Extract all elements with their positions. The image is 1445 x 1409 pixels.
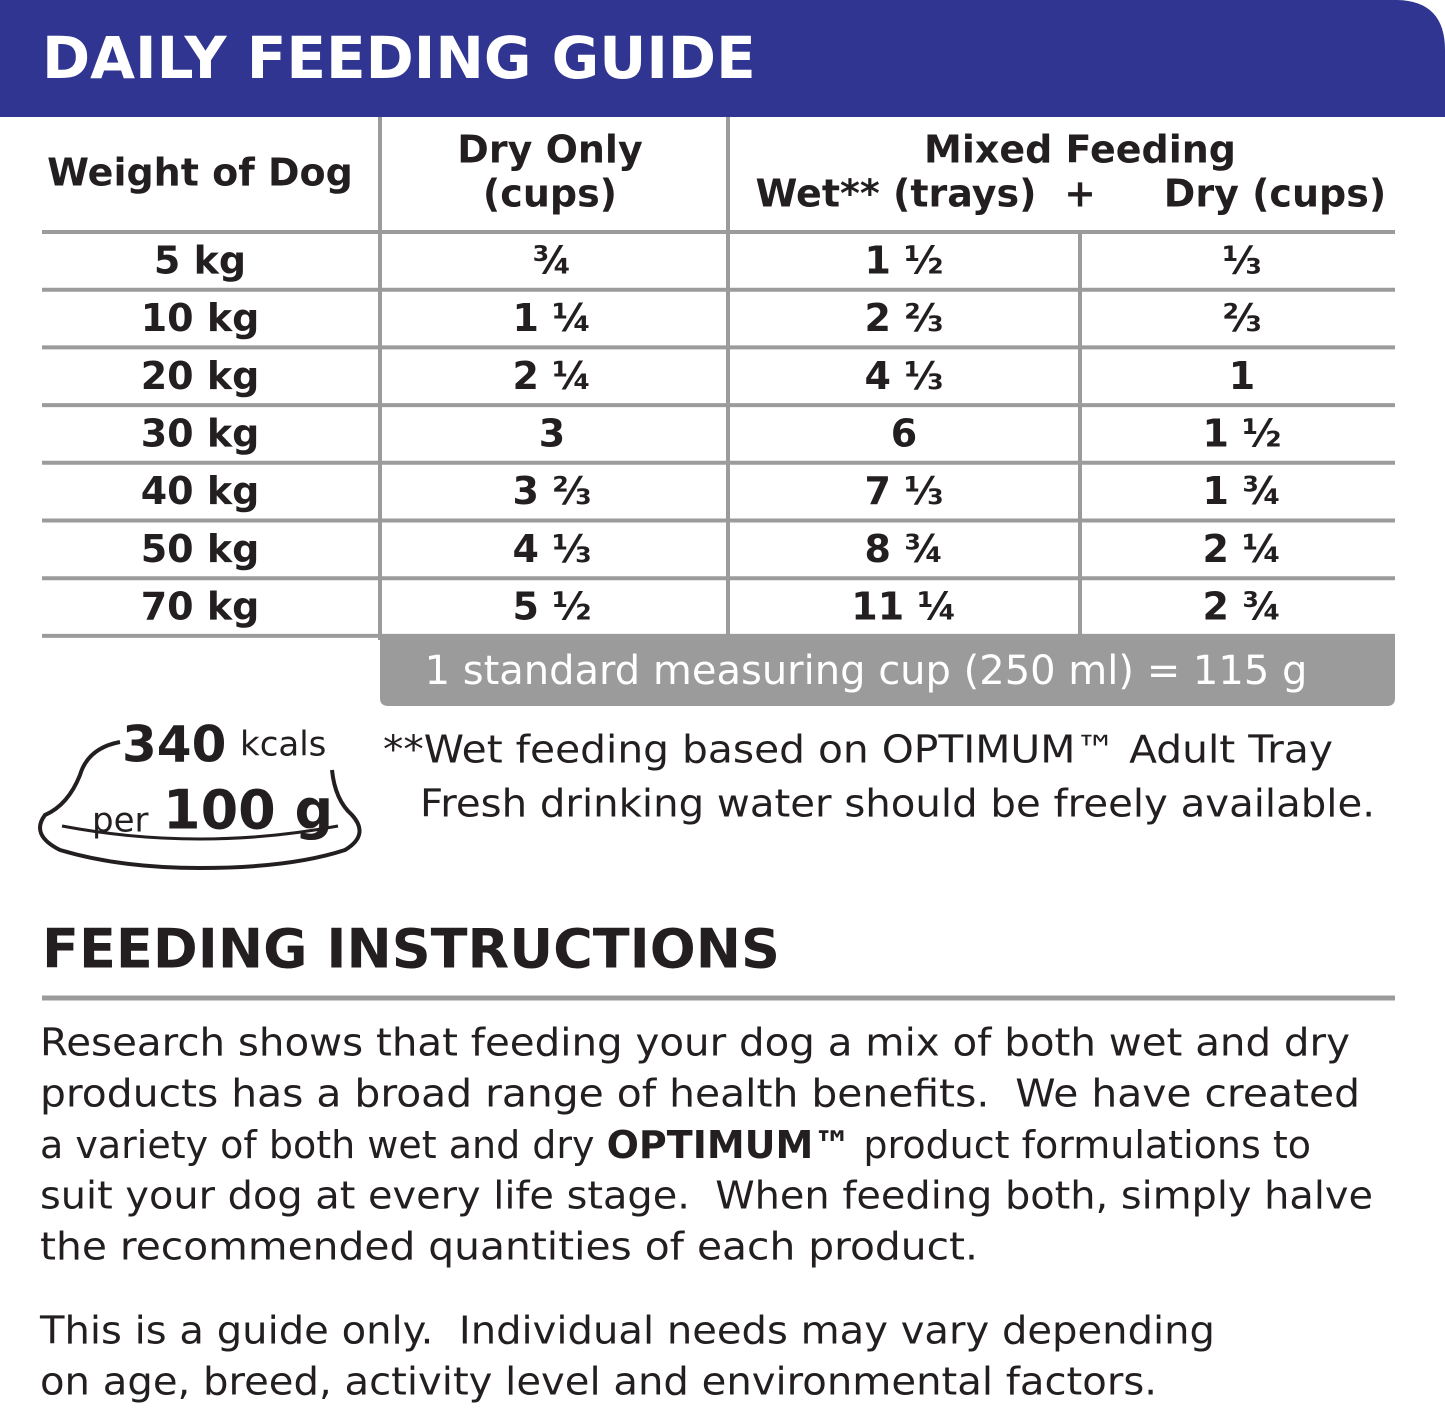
energy-badge: 340 kcals per 100 g [38, 716, 362, 871]
cup-note-box [380, 636, 1395, 706]
weight-cell: 70 kg [141, 585, 260, 629]
header-mixed: Mixed Feeding [924, 128, 1236, 172]
amount-cell: 8 ¾ [864, 527, 943, 571]
cup-note: 1 standard measuring cup (250 ml) = 115 … [425, 648, 1308, 694]
amount-cell: 5 ½ [512, 585, 591, 629]
amount-cell: 1 ½ [1202, 411, 1281, 455]
amount-cell: 1 ½ [864, 238, 943, 282]
energy-value: 340 [122, 716, 226, 774]
brand: OPTIMUM™ [607, 1123, 852, 1167]
bowl-rim [61, 824, 339, 841]
amount-cell: 7 ⅓ [864, 469, 943, 513]
amount-cell: 2 ¼ [1202, 527, 1281, 571]
energy-amount: 100 g [163, 779, 333, 842]
amount-cell: 6 [891, 411, 917, 455]
header-dry-only: Dry Only [457, 128, 643, 172]
bowl-outline [38, 740, 362, 871]
amount-cell: 2 ¼ [512, 354, 591, 398]
paragraph-line: This is a guide only. Individual needs m… [39, 1309, 1215, 1353]
amount-cell: ⅔ [1222, 296, 1261, 340]
amount-cell: 2 ⅔ [864, 296, 943, 340]
banner-title: DAILY FEEDING GUIDE [42, 24, 756, 92]
feeding-table: Weight of Dog Dry Only (cups) Mixed Feed… [42, 117, 1395, 640]
amount-cell: 11 ¼ [851, 585, 956, 629]
text-run: product formulations to [851, 1123, 1311, 1167]
amount-cell: 3 [539, 411, 565, 455]
weight-cell: 30 kg [141, 411, 260, 455]
weight-cell: 20 kg [141, 354, 260, 398]
paragraph-line: the recommended quantities of each produ… [40, 1225, 978, 1269]
weight-cell: 10 kg [141, 296, 260, 340]
amount-cell: ⅓ [1222, 238, 1261, 282]
paragraph-line: products has a broad range of health ben… [40, 1072, 1360, 1116]
weight-cell: 40 kg [141, 469, 260, 513]
paragraph-line: on age, breed, activity level and enviro… [40, 1360, 1157, 1404]
amount-cell: ¾ [532, 238, 571, 282]
header-dry: Dry (cups) [1164, 172, 1386, 216]
header-dry-only: (cups) [483, 172, 617, 216]
paragraph-line: a variety of both wet and dry OPTIMUM™ p… [40, 1123, 1311, 1167]
amount-cell: 1 ¼ [512, 296, 591, 340]
amount-cell: 1 [1229, 354, 1255, 398]
paragraph-line: suit your dog at every life stage. When … [40, 1174, 1373, 1218]
text-run: a variety of both wet and dry [40, 1123, 607, 1167]
amount-cell: 2 ¾ [1202, 585, 1281, 629]
header-wet: Wet** (trays) [756, 172, 1037, 216]
weight-cell: 50 kg [141, 527, 260, 571]
energy-per: per [92, 801, 149, 841]
energy-unit: kcals [240, 725, 326, 765]
amount-cell: 3 ⅔ [512, 469, 591, 513]
amount-cell: 4 ⅓ [512, 527, 591, 571]
footnote: **Wet feeding based on OPTIMUM™ Adult Tr… [383, 728, 1333, 772]
section-title: FEEDING INSTRUCTIONS [42, 918, 780, 981]
weight-cell: 5 kg [154, 238, 246, 282]
header-plus: + [1064, 172, 1096, 216]
footnote: Fresh drinking water should be freely av… [420, 782, 1375, 826]
header-weight: Weight of Dog [47, 151, 353, 195]
banner [0, 0, 1445, 117]
amount-cell: 4 ⅓ [864, 354, 943, 398]
amount-cell: 1 ¾ [1202, 469, 1281, 513]
paragraph-line: Research shows that feeding your dog a m… [40, 1021, 1350, 1065]
